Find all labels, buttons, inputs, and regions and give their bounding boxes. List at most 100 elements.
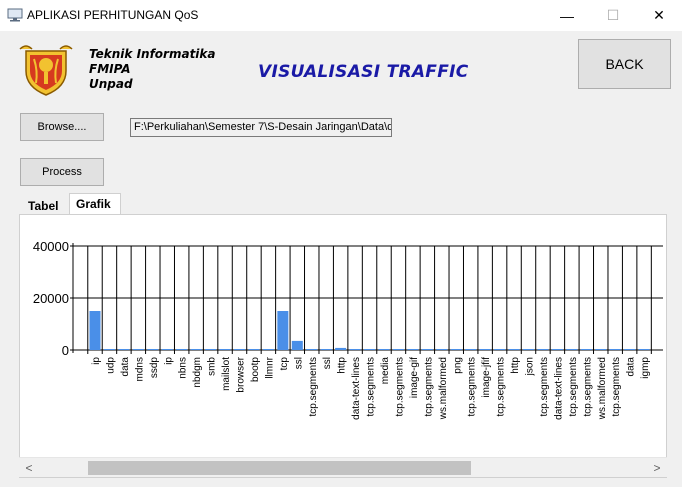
bar <box>508 349 520 350</box>
bar <box>580 349 592 350</box>
x-tick-label: mailslot <box>221 357 232 391</box>
bar <box>609 349 621 350</box>
x-tick-label: data-text-lines <box>351 357 362 420</box>
x-tick-label: tcp.segments <box>423 357 434 416</box>
bar <box>523 349 534 350</box>
x-tick-label: ip <box>91 357 102 365</box>
university-logo <box>19 45 73 96</box>
y-tick-label: 20000 <box>33 291 69 306</box>
org-line-3: Unpad <box>89 77 133 91</box>
x-tick-label: udp <box>105 357 116 374</box>
x-tick-label: png <box>452 357 463 374</box>
bar <box>407 349 419 350</box>
x-tick-label: tcp.segments <box>308 357 319 416</box>
bar <box>103 349 115 350</box>
bar <box>291 340 303 350</box>
bar <box>624 349 636 350</box>
title-bar: APLIKASI PERHITUNGAN QoS — ☐ ✕ <box>0 0 682 31</box>
bar <box>335 347 347 350</box>
bar <box>219 349 231 350</box>
bar <box>465 349 477 350</box>
bar <box>262 349 274 350</box>
app-icon <box>7 8 23 22</box>
x-tick-label: tcp.segments <box>496 357 507 416</box>
bar <box>320 349 332 350</box>
x-tick-label: mdns <box>134 357 145 381</box>
bar <box>89 311 101 350</box>
x-tick-label: tcp.segments <box>539 357 550 416</box>
x-tick-label: data <box>626 357 637 377</box>
x-tick-label: ip <box>163 357 174 365</box>
x-tick-label: tcp <box>279 357 290 371</box>
org-line-1: Teknik Informatika <box>89 47 216 61</box>
x-tick-label: bootp <box>250 357 261 382</box>
x-tick-label: igmp <box>640 357 651 379</box>
x-tick-label: nbdgm <box>192 357 203 388</box>
bar <box>205 349 217 350</box>
x-tick-label: image-jfif <box>481 357 492 398</box>
x-tick-label: ws.malformed <box>438 357 449 420</box>
y-tick-label: 40000 <box>33 239 69 254</box>
bar <box>566 349 578 350</box>
bar <box>349 349 361 350</box>
organization-label: Teknik Informatika FMIPA Unpad <box>89 47 216 92</box>
x-tick-label: http <box>510 357 521 374</box>
bar <box>277 311 289 350</box>
x-tick-label: tcp.segments <box>582 357 593 416</box>
scroll-left-arrow-icon[interactable]: < <box>25 461 33 475</box>
bar <box>479 349 491 350</box>
bar <box>436 349 448 350</box>
page-title: VISUALISASI TRAFFIC <box>258 62 469 82</box>
tab-tabel[interactable]: Tabel <box>28 199 59 213</box>
x-tick-label: tcp.segments <box>611 357 622 416</box>
back-button[interactable]: BACK <box>578 39 671 89</box>
x-tick-label: ws.malformed <box>597 357 608 420</box>
bar <box>551 349 563 350</box>
browse-button[interactable]: Browse.... <box>20 113 104 141</box>
scroll-right-arrow-icon[interactable]: > <box>653 461 661 475</box>
process-button[interactable]: Process <box>20 158 104 186</box>
org-line-2: FMIPA <box>89 62 131 76</box>
bar <box>147 349 159 350</box>
bar <box>248 349 260 350</box>
x-tick-label: image-gif <box>409 357 420 398</box>
bar <box>190 349 202 350</box>
x-tick-label: tcp.segments <box>394 357 405 416</box>
tab-grafik[interactable]: Grafik <box>69 193 121 215</box>
x-tick-label: tcp.segments <box>467 357 478 416</box>
x-tick-label: data <box>120 357 131 377</box>
file-path-field[interactable]: F:\Perkuliahan\Semester 7\S-Desain Jarin… <box>130 118 392 137</box>
bar <box>118 349 130 350</box>
close-button[interactable]: ✕ <box>653 7 665 23</box>
x-tick-label: nbns <box>178 357 189 379</box>
bar <box>176 349 188 350</box>
x-tick-label: http <box>337 357 348 374</box>
bar <box>132 349 144 350</box>
bar <box>392 349 404 350</box>
x-tick-label: ssdp <box>149 357 160 379</box>
x-tick-label: data-text-lines <box>553 357 564 420</box>
x-tick-label: media <box>380 357 391 385</box>
bar <box>595 349 607 350</box>
bar <box>638 349 650 350</box>
bar <box>450 349 462 350</box>
minimize-button[interactable]: — <box>560 7 574 24</box>
horizontal-scrollbar[interactable]: < > <box>19 457 667 477</box>
bar <box>364 349 376 350</box>
bar <box>494 349 506 350</box>
x-tick-label: llmnr <box>264 356 275 378</box>
scrollbar-thumb[interactable] <box>87 461 471 475</box>
bar <box>537 349 549 350</box>
x-tick-label: ssl <box>322 357 333 369</box>
bar <box>421 349 433 350</box>
x-tick-label: smb <box>207 357 218 376</box>
x-tick-label: tcp.segments <box>568 357 579 416</box>
bar <box>306 349 318 350</box>
chart-panel: 40000 20000 0 ip udp data mdns ssdp ip nbns nbdgm s… <box>19 214 667 478</box>
bar <box>234 349 245 350</box>
maximize-button[interactable]: ☐ <box>606 7 620 23</box>
x-tick-label: browser <box>236 356 247 392</box>
x-tick-label: ssl <box>293 357 304 369</box>
window-title: APLIKASI PERHITUNGAN QoS <box>27 8 199 22</box>
